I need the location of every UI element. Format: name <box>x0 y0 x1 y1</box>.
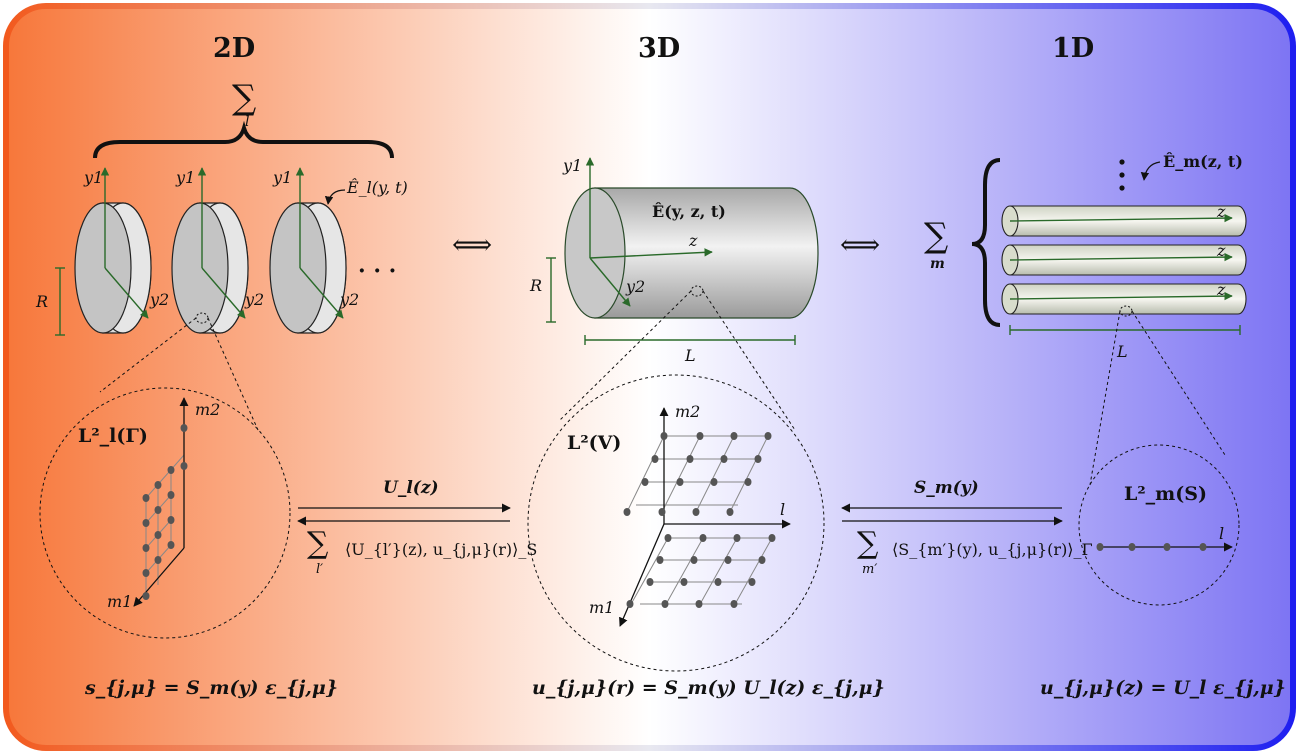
lattice-2d-axis-m1 <box>133 547 185 607</box>
left-arrow-top-label: U_l(z) <box>383 478 439 498</box>
tubes <box>1001 205 1247 315</box>
left-y2-c: y2 <box>340 290 360 309</box>
left-sum-index: l <box>245 114 250 130</box>
equiv-left: ⟺ <box>452 228 493 261</box>
lattice-3d-upper <box>626 435 769 513</box>
disk-2 <box>171 202 249 334</box>
right-arrow-bottom-sum: ∑ <box>857 526 879 561</box>
field-pointer-left <box>324 189 346 205</box>
left-y2-a: y2 <box>150 290 170 309</box>
zoom-line-center-a <box>559 290 692 421</box>
left-sum-symbol: ∑ <box>232 78 257 118</box>
heading-2d: 2D <box>213 33 256 64</box>
right-sum-symbol: ∑ <box>924 216 949 256</box>
center-radius-label: R <box>530 276 543 295</box>
heading-3d: 3D <box>638 33 681 64</box>
length-bar-center <box>584 335 796 345</box>
right-z-3: z <box>1217 280 1226 299</box>
zoom-circle-left <box>39 387 291 639</box>
right-space-label: L²_m(S) <box>1124 483 1207 505</box>
cylinder-axes <box>585 157 713 307</box>
center-length-label: L <box>685 346 696 365</box>
disk-axes <box>100 167 344 319</box>
length-bar-right <box>1009 325 1241 335</box>
zoom-line-center-b <box>702 290 796 431</box>
center-z: z <box>689 231 698 250</box>
center-y2: y2 <box>626 277 646 296</box>
formula-left: s_{j,μ} = S_m(y) ε_{j,μ} <box>85 677 339 699</box>
mode-brace <box>971 158 1001 327</box>
center-grid-m1: m1 <box>589 598 615 617</box>
disk-1 <box>74 202 152 334</box>
left-ellipsis: · · · <box>358 258 397 284</box>
right-sum-index: m <box>930 256 945 272</box>
left-y1-a: y1 <box>84 168 104 187</box>
lattice-2d-points <box>142 424 188 600</box>
right-arrow-top-label: S_m(y) <box>914 478 979 498</box>
left-space-label: L²_l(Γ) <box>78 425 148 447</box>
left-arrow-bottom-label: ⟨U_{l′}(z), u_{j,μ}(r)⟩_S <box>345 540 538 559</box>
left-grid-m2: m2 <box>195 400 221 419</box>
center-space-label: L²(V) <box>567 432 622 454</box>
right-z-1: z <box>1217 202 1226 221</box>
background-panel <box>3 3 1296 751</box>
equiv-right: ⟺ <box>840 228 881 261</box>
radius-bar-left <box>55 267 65 336</box>
zoom-circle-center <box>527 374 825 672</box>
left-y2-b: y2 <box>245 290 265 309</box>
left-field-label: Ê_l(y, t) <box>347 178 408 197</box>
radius-bar-center <box>546 257 556 323</box>
formula-center: u_{j,μ}(r) = S_m(y) U_l(z) ε_{j,μ} <box>532 677 885 699</box>
right-length-label: L <box>1117 342 1128 361</box>
lattice-3d-points <box>623 432 776 608</box>
left-radius-label: R <box>36 292 49 311</box>
zoom-line-right-b <box>1131 310 1226 456</box>
stack-dots <box>1119 159 1125 191</box>
left-arrow-bottom-sum: ∑ <box>307 526 329 561</box>
lattice-3d-axis-m1 <box>619 523 665 627</box>
center-field-label: Ê(y, z, t) <box>652 202 726 221</box>
zoom-circle-right <box>1078 444 1240 606</box>
field-pointer-right <box>1140 161 1161 181</box>
right-arrow-bottom-index: m′ <box>862 562 878 577</box>
right-z-2: z <box>1217 241 1226 260</box>
lattice-3d-lower <box>629 537 773 607</box>
center-grid-l: l <box>780 500 786 519</box>
sum-brace <box>93 120 394 159</box>
left-arrow-bottom-index: l′ <box>316 562 324 577</box>
left-grid-m1: m1 <box>107 592 133 611</box>
right-axis-l: l <box>1219 524 1225 543</box>
right-field-label: Ê_m(z, t) <box>1163 152 1243 171</box>
left-y1-b: y1 <box>176 168 196 187</box>
left-y1-c: y1 <box>273 168 293 187</box>
tube-axes <box>1009 213 1233 301</box>
formula-right: u_{j,μ}(z) = U_l ε_{j,μ} <box>1040 677 1286 699</box>
right-arrow-bottom-label: ⟨S_{m′}(y), u_{j,μ}(r)⟩_Γ <box>892 540 1093 559</box>
disk-3 <box>269 202 347 334</box>
zoom-line-left-a <box>99 317 197 393</box>
center-grid-m2: m2 <box>675 402 701 421</box>
lattice-1d-points <box>1096 543 1207 551</box>
zoom-line-left-b <box>207 317 259 431</box>
center-y1: y1 <box>563 156 583 175</box>
heading-1d: 1D <box>1052 33 1095 64</box>
